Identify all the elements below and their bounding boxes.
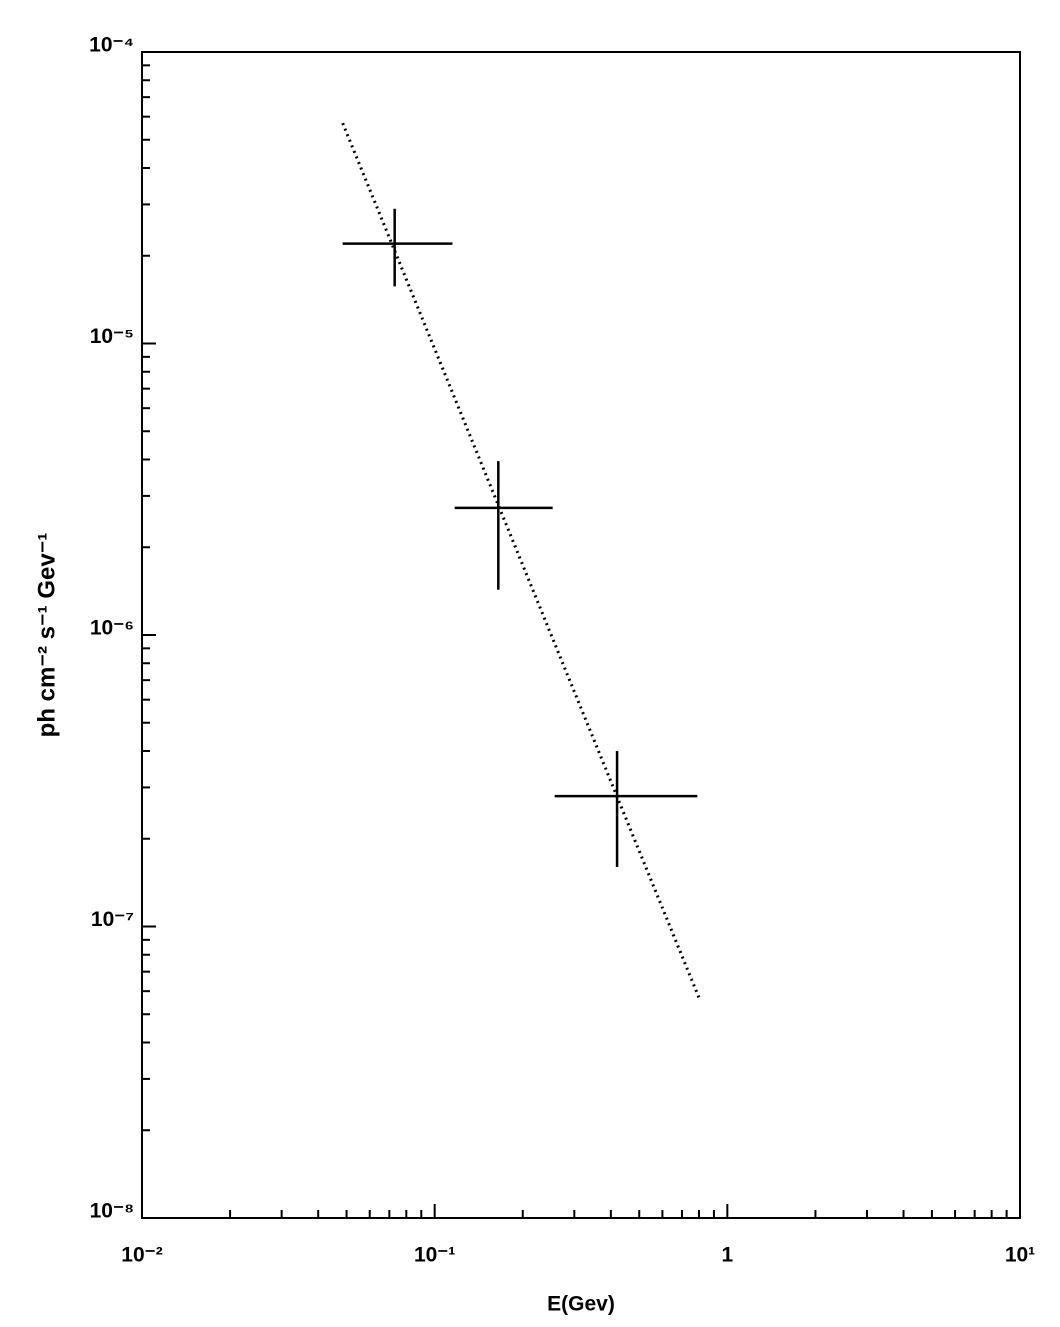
y-tick-label: 10⁻⁷ bbox=[91, 908, 134, 931]
x-tick-label: 10¹ bbox=[1005, 1244, 1035, 1267]
y-tick-label: 10⁻⁶ bbox=[90, 617, 134, 640]
fit-line bbox=[341, 122, 701, 999]
x-axis-label: E(Gev) bbox=[547, 1293, 615, 1316]
y-axis-label: ph cm⁻² s⁻¹ Gev⁻¹ bbox=[33, 533, 60, 738]
y-tick-label: 10⁻⁵ bbox=[90, 325, 134, 348]
x-tick-label: 1 bbox=[721, 1244, 733, 1267]
y-tick-label: 10⁻⁴ bbox=[89, 34, 134, 57]
plot-frame bbox=[141, 51, 1021, 1219]
x-tick-label: 10⁻² bbox=[121, 1244, 162, 1267]
x-tick-label: 10⁻¹ bbox=[414, 1244, 455, 1267]
y-tick-label: 10⁻⁸ bbox=[90, 1200, 134, 1223]
